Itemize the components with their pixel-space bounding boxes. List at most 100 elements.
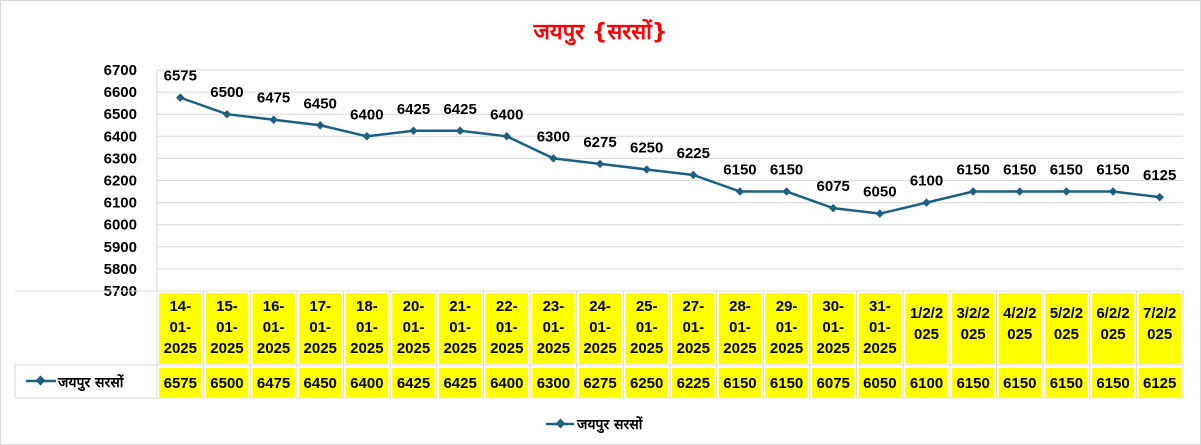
category-cell bbox=[672, 293, 715, 364]
category-label: 15- bbox=[216, 298, 238, 315]
data-label: 6150 bbox=[770, 162, 803, 179]
category-label: 2025 bbox=[304, 340, 337, 357]
category-cell bbox=[578, 293, 622, 364]
category-label: 025 bbox=[1147, 326, 1172, 343]
y-tick-label: 5800 bbox=[104, 261, 137, 278]
data-label: 6075 bbox=[817, 178, 850, 195]
table-value: 6425 bbox=[397, 375, 430, 392]
category-label: 01- bbox=[869, 319, 891, 336]
data-label: 6150 bbox=[1050, 162, 1083, 179]
category-label: 22- bbox=[496, 298, 518, 315]
category-cell bbox=[1091, 293, 1135, 364]
value-cell bbox=[345, 368, 389, 397]
category-cell bbox=[438, 293, 482, 364]
table-value: 6125 bbox=[1143, 375, 1176, 392]
data-point bbox=[875, 209, 885, 218]
data-point bbox=[176, 93, 185, 102]
category-label: 01- bbox=[449, 319, 471, 336]
data-point bbox=[1155, 192, 1164, 202]
value-cell bbox=[765, 368, 808, 397]
data-point bbox=[315, 121, 325, 130]
data-label: 6150 bbox=[1003, 162, 1036, 179]
value-cell bbox=[438, 368, 482, 397]
category-cell bbox=[298, 293, 342, 364]
value-cell bbox=[532, 368, 575, 397]
data-point bbox=[689, 170, 698, 180]
data-label: 6225 bbox=[677, 145, 710, 162]
value-cell bbox=[485, 368, 529, 397]
data-point bbox=[1015, 187, 1025, 196]
value-cell bbox=[1045, 368, 1088, 397]
table-value: 6050 bbox=[863, 375, 896, 392]
table-series-key-marker bbox=[35, 375, 46, 386]
category-label: 2025 bbox=[397, 340, 430, 357]
table-value: 6225 bbox=[677, 375, 710, 392]
category-cell bbox=[252, 293, 295, 364]
category-label: 27- bbox=[682, 298, 704, 315]
data-label: 6050 bbox=[863, 184, 896, 201]
category-label: 2025 bbox=[863, 340, 896, 357]
category-label: 17- bbox=[309, 298, 331, 315]
value-cell bbox=[951, 368, 995, 397]
category-cell bbox=[205, 293, 249, 364]
category-cell bbox=[625, 293, 668, 364]
series-line bbox=[179, 96, 1160, 215]
category-label: 01- bbox=[356, 319, 378, 336]
category-label: 01- bbox=[822, 319, 844, 336]
category-label: 2025 bbox=[583, 340, 616, 357]
category-label: 01- bbox=[263, 319, 285, 336]
category-label: 01- bbox=[682, 319, 704, 336]
value-cell bbox=[811, 368, 855, 397]
category-label: 7/2/2 bbox=[1143, 305, 1176, 322]
y-tick-label: 6500 bbox=[104, 106, 137, 123]
data-point bbox=[782, 187, 791, 196]
data-point bbox=[1108, 187, 1118, 196]
data-label: 6250 bbox=[630, 139, 663, 156]
data-label: 6575 bbox=[164, 68, 197, 85]
category-cell bbox=[485, 293, 529, 364]
table-value: 6150 bbox=[1096, 375, 1129, 392]
category-cell bbox=[345, 293, 389, 364]
table-value: 6250 bbox=[630, 375, 663, 392]
table-value: 6475 bbox=[257, 375, 290, 392]
category-label: 01- bbox=[636, 319, 658, 336]
category-cell bbox=[1045, 293, 1088, 364]
data-label: 6450 bbox=[304, 95, 337, 112]
data-label: 6400 bbox=[490, 106, 523, 123]
category-cell bbox=[858, 293, 902, 364]
category-cell bbox=[1138, 293, 1181, 364]
data-label: 6150 bbox=[956, 162, 989, 179]
table-value: 6150 bbox=[1050, 375, 1083, 392]
data-point bbox=[409, 126, 418, 136]
data-point bbox=[222, 109, 232, 119]
y-tick-label: 6300 bbox=[104, 150, 137, 167]
value-cell bbox=[392, 368, 435, 397]
table-value: 6150 bbox=[770, 375, 803, 392]
category-label: 4/2/2 bbox=[1003, 305, 1036, 322]
category-label: 6/2/2 bbox=[1096, 305, 1129, 322]
data-point bbox=[1062, 187, 1071, 196]
category-cell bbox=[392, 293, 435, 364]
category-label: 20- bbox=[403, 298, 425, 315]
category-label: 01- bbox=[309, 319, 331, 336]
data-point bbox=[642, 165, 651, 174]
category-label: 2025 bbox=[537, 340, 570, 357]
data-point bbox=[502, 132, 512, 141]
data-label: 6400 bbox=[350, 106, 383, 123]
category-label: 025 bbox=[1054, 326, 1079, 343]
table-value: 6400 bbox=[350, 375, 383, 392]
category-label: 01- bbox=[403, 319, 425, 336]
category-cell bbox=[718, 293, 762, 364]
table-value: 6300 bbox=[537, 375, 570, 392]
category-cell bbox=[905, 293, 948, 364]
data-point bbox=[549, 154, 558, 163]
data-point bbox=[828, 203, 838, 213]
value-cell bbox=[1091, 368, 1135, 397]
value-cell bbox=[858, 368, 902, 397]
category-cell bbox=[998, 293, 1042, 364]
category-label: 31- bbox=[869, 298, 891, 315]
category-label: 01- bbox=[589, 319, 611, 336]
table-value: 6400 bbox=[490, 375, 523, 392]
category-label: 025 bbox=[961, 326, 986, 343]
value-cell bbox=[625, 368, 668, 397]
